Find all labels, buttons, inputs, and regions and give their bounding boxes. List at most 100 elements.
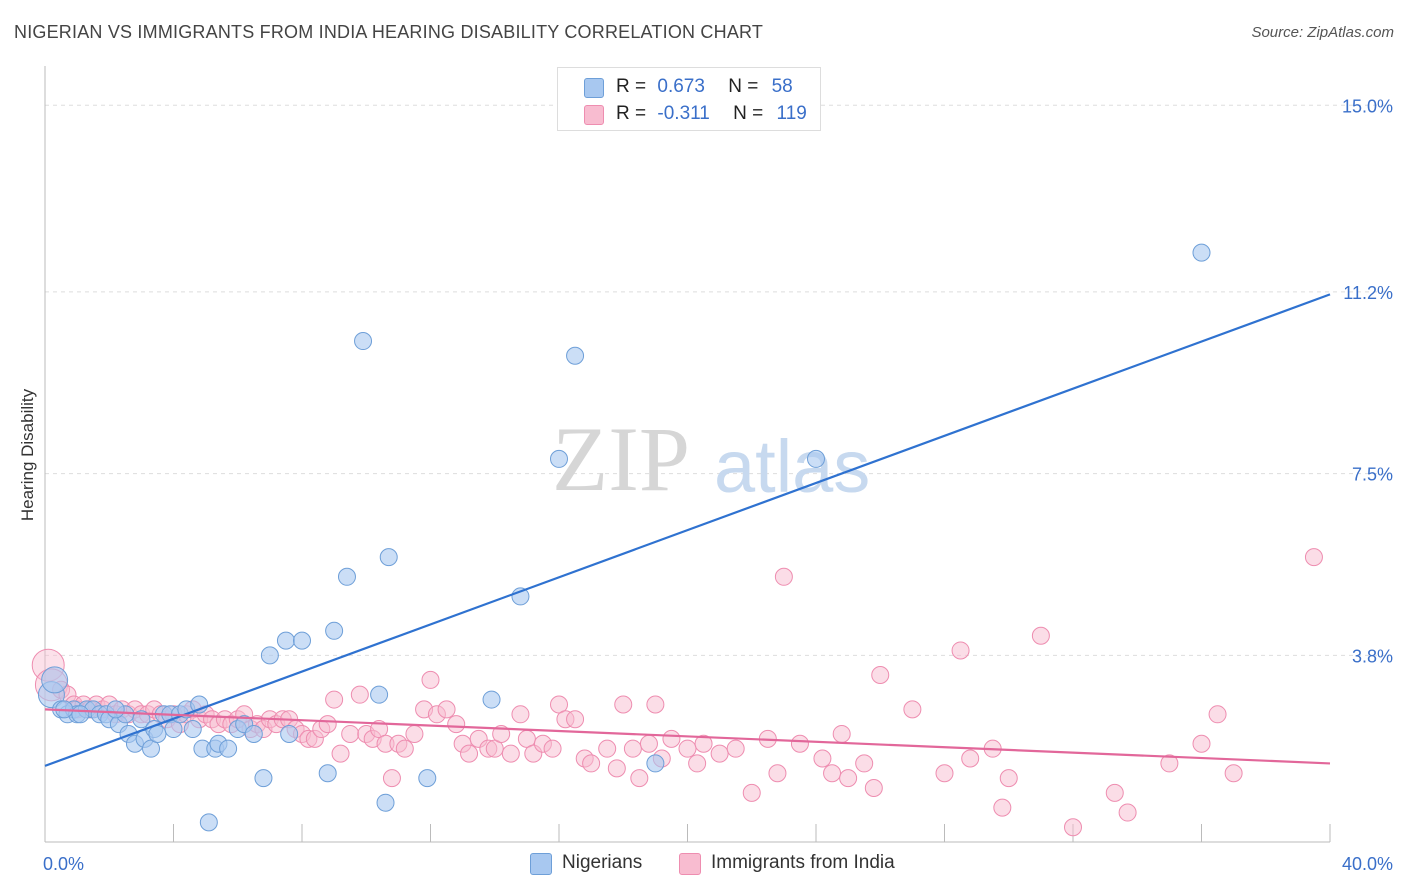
india-point — [832, 724, 851, 743]
nigerian-point — [376, 793, 395, 812]
india-point — [566, 710, 585, 729]
nigerian-point — [566, 346, 585, 365]
india-point — [1031, 626, 1050, 645]
watermark-zip: ZIP — [552, 408, 690, 510]
india-point — [678, 739, 697, 758]
nigerian-point — [370, 685, 389, 704]
india-point — [460, 744, 479, 763]
india-point — [790, 734, 809, 753]
india-point — [823, 764, 842, 783]
trend-lines — [44, 293, 1331, 767]
nigerian-point — [183, 720, 202, 739]
india-point — [871, 666, 890, 685]
nigerian-point — [254, 769, 273, 788]
india-point — [1105, 783, 1124, 802]
india-point — [1192, 734, 1211, 753]
bottom-legend-swatch-blue — [530, 853, 552, 875]
watermark-atlas: atlas — [714, 425, 870, 508]
india-point — [961, 749, 980, 768]
nigerian-point — [1192, 243, 1211, 262]
india-point — [774, 567, 793, 586]
nigerian-point — [807, 449, 825, 468]
india-trend-line — [44, 708, 1331, 765]
y-tick-label: 7.5% — [1352, 465, 1393, 485]
grid-lines — [45, 104, 1390, 656]
india-point — [437, 700, 456, 719]
india-point — [951, 641, 970, 660]
india-point — [855, 754, 874, 773]
bottom-legend-label-india: Immigrants from India — [711, 852, 895, 873]
india-point — [582, 754, 601, 773]
india-point — [614, 695, 633, 714]
india-point — [341, 724, 360, 743]
nigerian-point — [260, 646, 279, 665]
india-point — [813, 749, 832, 768]
nigerian-point — [379, 548, 398, 567]
india-point — [662, 729, 681, 748]
legend-text-nigerians: R = 0.673 N = 58 — [616, 76, 793, 98]
legend-r-label: R = — [616, 103, 647, 124]
bottom-legend-swatch-pink — [679, 853, 701, 875]
india-point — [607, 759, 626, 778]
legend-r-nigerians: 0.673 — [657, 76, 705, 97]
nigerian-point — [646, 754, 665, 773]
nigerian-point — [132, 710, 151, 729]
legend-n-label: N = — [733, 103, 764, 124]
india-point — [903, 700, 922, 719]
axes — [44, 66, 1331, 843]
tick-labels: 3.8% 7.5% 11.2% 15.0% 0.0% 40.0% — [43, 96, 1393, 874]
india-point — [935, 764, 954, 783]
india-point — [864, 778, 883, 797]
india-point — [993, 798, 1012, 817]
india-point — [318, 715, 337, 734]
stats-legend: R = 0.673 N = 58 R = -0.311 N = 119 — [557, 67, 821, 131]
legend-n-india: 119 — [776, 103, 807, 124]
nigerian-point — [148, 724, 167, 743]
nigerian-point — [199, 813, 218, 832]
india-point — [710, 744, 729, 763]
nigerian-point — [293, 631, 311, 650]
india-point — [839, 769, 858, 788]
nigerian-point — [318, 764, 337, 783]
india-point — [331, 744, 350, 763]
india-point — [639, 734, 658, 753]
india-point — [768, 764, 787, 783]
nigerian-point — [337, 567, 356, 586]
india-point — [999, 769, 1018, 788]
nigerian-point — [354, 332, 373, 351]
legend-r-india: -0.311 — [657, 103, 710, 124]
india-point — [382, 769, 401, 788]
nigerian-point — [219, 739, 238, 758]
india-point — [1304, 548, 1323, 567]
y-tick-label: 15.0% — [1342, 96, 1393, 116]
legend-r-label: R = — [616, 76, 647, 97]
india-point — [511, 705, 530, 724]
legend-swatch-pink — [584, 105, 604, 125]
india-point — [405, 724, 424, 743]
legend-swatch-blue — [584, 78, 604, 98]
nigerian-points — [37, 243, 1211, 832]
nigerian-point — [71, 705, 90, 724]
nigerian-point — [418, 769, 437, 788]
india-points — [31, 548, 1323, 837]
india-point — [1064, 818, 1082, 837]
chart-title: NIGERIAN VS IMMIGRANTS FROM INDIA HEARIN… — [14, 22, 764, 42]
nigerian-point — [280, 724, 299, 743]
india-point — [646, 695, 665, 714]
nigerian-point — [41, 666, 69, 694]
india-point — [688, 754, 707, 773]
y-axis-label: Hearing Disability — [18, 388, 37, 522]
india-point — [694, 734, 713, 753]
bottom-legend-label-nigerians: Nigerians — [562, 852, 643, 873]
india-point — [1208, 705, 1227, 724]
india-point — [623, 739, 642, 758]
nigerian-point — [482, 690, 501, 709]
x-tick-label-max: 40.0% — [1342, 854, 1393, 874]
legend-text-india: R = -0.311 N = 119 — [616, 103, 807, 125]
legend-n-nigerians: 58 — [771, 76, 793, 97]
y-tick-label: 11.2% — [1343, 283, 1393, 303]
india-point — [395, 739, 414, 758]
x-tick-label-min: 0.0% — [43, 854, 84, 874]
india-point — [598, 739, 617, 758]
